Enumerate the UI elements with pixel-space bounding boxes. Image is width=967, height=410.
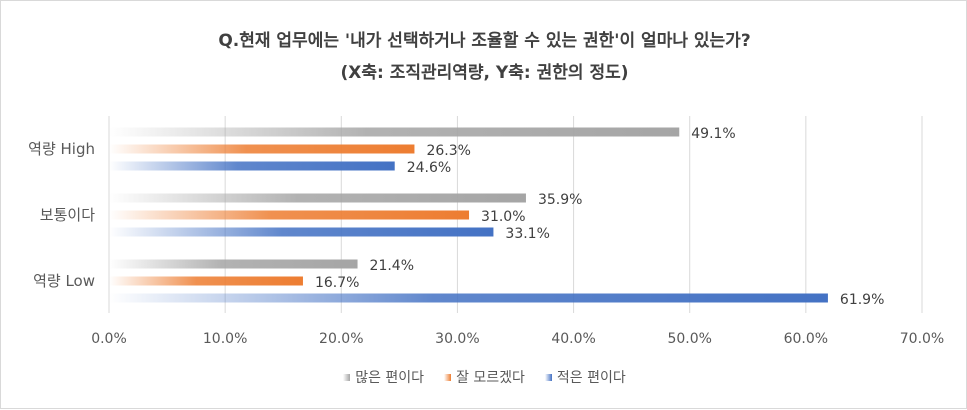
legend: 많은 편이다 잘 모르겠다 적은 편이다 bbox=[1, 367, 967, 387]
bar-적은-편이다-1 bbox=[109, 227, 494, 237]
value-label: 16.7% bbox=[315, 275, 359, 291]
value-label: 21.4% bbox=[370, 258, 414, 274]
legend-swatch bbox=[444, 373, 452, 381]
value-label: 33.1% bbox=[505, 226, 549, 242]
x-tick-label: 20.0% bbox=[319, 331, 363, 347]
legend-label: 적은 편이다 bbox=[556, 370, 626, 386]
x-tick-label: 40.0% bbox=[551, 331, 595, 347]
value-labels: 49.1% 35.9% 21.4% 26.3% 31.0% 16.7% 24.6% 33.1%… bbox=[315, 126, 884, 308]
legend-swatch bbox=[544, 373, 552, 381]
value-label: 31.0% bbox=[481, 209, 525, 225]
legend-item: 잘 모르겠다 bbox=[444, 367, 525, 387]
value-label: 24.6% bbox=[407, 160, 451, 176]
chart-title: Q.현재 업무에는 '내가 선택하거나 조율할 수 있는 권한'이 얼마나 있는… bbox=[1, 25, 967, 89]
x-tick-label: 10.0% bbox=[203, 331, 247, 347]
x-tick-label: 70.0% bbox=[900, 331, 944, 347]
x-tick-label: 30.0% bbox=[435, 331, 479, 347]
x-tick-label: 50.0% bbox=[667, 331, 711, 347]
legend-item: 많은 편이다 bbox=[343, 367, 424, 387]
bar-잘-모르겠다-0 bbox=[109, 144, 415, 154]
legend-item: 적은 편이다 bbox=[544, 367, 626, 387]
value-label: 61.9% bbox=[840, 292, 884, 308]
value-label: 35.9% bbox=[538, 192, 582, 208]
value-label: 49.1% bbox=[691, 126, 735, 142]
chart-title-line1: Q.현재 업무에는 '내가 선택하거나 조율할 수 있는 권한'이 얼마나 있는… bbox=[218, 31, 751, 51]
category-label: 역량 High bbox=[28, 140, 95, 158]
chart-title-line2: (X축: 조직관리역량, Y축: 권한의 정도) bbox=[340, 63, 629, 83]
bar-잘-모르겠다-1 bbox=[109, 210, 470, 220]
bar-적은-편이다-2 bbox=[109, 293, 828, 303]
bar-적은-편이다-0 bbox=[109, 161, 395, 171]
category-label: 역량 Low bbox=[33, 272, 95, 290]
legend-label: 많은 편이다 bbox=[355, 370, 425, 386]
category-label: 보통이다 bbox=[40, 206, 95, 224]
legend-swatch bbox=[343, 373, 351, 381]
bar-많은-편이다-1 bbox=[109, 193, 526, 203]
x-axis: 0.0% 10.0% 20.0% 30.0% 40.0% 50.0% 60.0% 70.0% bbox=[91, 331, 944, 347]
value-label: 26.3% bbox=[426, 143, 470, 159]
bar-잘-모르겠다-2 bbox=[109, 276, 303, 286]
bar-많은-편이다-2 bbox=[109, 259, 358, 269]
x-tick-label: 0.0% bbox=[91, 331, 127, 347]
x-tick-label: 60.0% bbox=[784, 331, 828, 347]
legend-label: 잘 모르겠다 bbox=[456, 370, 525, 386]
bars bbox=[109, 127, 828, 303]
bar-많은-편이다-0 bbox=[109, 127, 680, 137]
